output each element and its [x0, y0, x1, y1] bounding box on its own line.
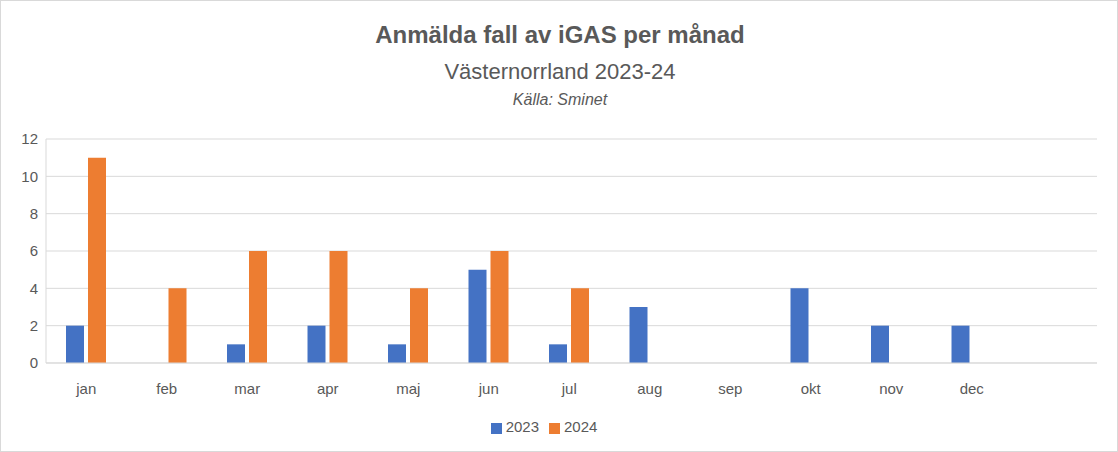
svg-text:feb: feb	[156, 380, 177, 397]
html-text:Anmälda fall av iGAS per månad: Anmälda fall av iGAS per månad	[375, 21, 745, 48]
svg-text:10: 10	[21, 168, 38, 185]
svg-text:jun: jun	[478, 380, 499, 397]
svg-text:jan: jan	[75, 380, 96, 397]
svg-text:mar: mar	[234, 380, 260, 397]
svg-text:2: 2	[30, 317, 38, 334]
svg-text:maj: maj	[396, 380, 420, 397]
html-text:2024: 2024	[564, 418, 598, 435]
svg-text:nov: nov	[879, 380, 904, 397]
svg-text:jul: jul	[561, 380, 577, 397]
html-text:2023: 2023	[505, 418, 539, 435]
svg-text:sep: sep	[718, 380, 742, 397]
svg-text:okt: okt	[801, 380, 822, 397]
html-text:Källa: Sminet: Källa: Sminet	[512, 91, 608, 108]
svg-text:0: 0	[30, 354, 38, 371]
svg-text:dec: dec	[960, 380, 985, 397]
svg-text:apr: apr	[317, 380, 339, 397]
svg-text:12: 12	[21, 130, 38, 147]
html-text:Västernorrland 2023-24: Västernorrland 2023-24	[444, 59, 676, 84]
svg-text:8: 8	[30, 205, 38, 222]
svg-text:6: 6	[30, 242, 38, 259]
svg-text:aug: aug	[637, 380, 662, 397]
svg-text:4: 4	[30, 280, 38, 297]
